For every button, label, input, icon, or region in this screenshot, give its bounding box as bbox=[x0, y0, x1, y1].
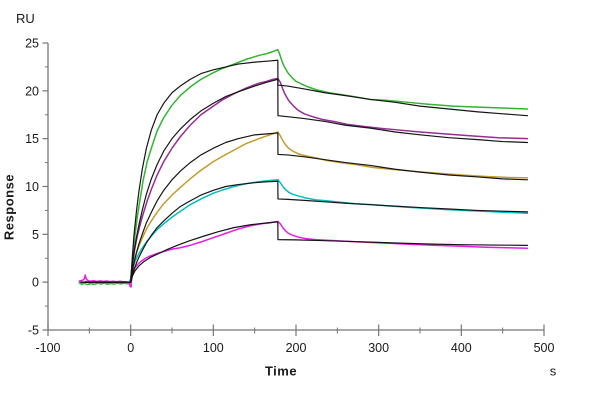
x-axis-title: Time bbox=[264, 363, 298, 379]
x-tick-label: 400 bbox=[451, 341, 472, 355]
y-tick-label: -5 bbox=[28, 324, 39, 338]
x-tick-label: 0 bbox=[127, 341, 134, 355]
x-tick-label: 100 bbox=[203, 341, 224, 355]
cyan-fit-curve bbox=[80, 180, 529, 283]
y-tick-label: 20 bbox=[25, 84, 39, 98]
y-axis-unit-label: RU bbox=[16, 11, 35, 26]
orange-data-curve bbox=[78, 131, 529, 285]
x-tick-label: 200 bbox=[286, 341, 307, 355]
y-tick-label: 10 bbox=[25, 180, 39, 194]
purple-fit-curve bbox=[80, 78, 529, 283]
x-tick-label: -100 bbox=[35, 341, 60, 355]
magenta-fit-curve bbox=[80, 221, 529, 283]
magenta-data-curve bbox=[78, 220, 529, 288]
y-tick-label: 0 bbox=[32, 276, 39, 290]
y-tick-label: 15 bbox=[25, 132, 39, 146]
y-axis-title: Response bbox=[1, 173, 17, 241]
y-tick-label: 5 bbox=[32, 228, 39, 242]
x-tick-label: 300 bbox=[368, 341, 389, 355]
y-tick-label: 25 bbox=[25, 37, 39, 51]
orange-fit-curve bbox=[80, 132, 529, 283]
green-data-curve bbox=[78, 48, 529, 286]
x-axis-unit-label: s bbox=[549, 363, 557, 379]
green-fit-curve bbox=[80, 59, 529, 283]
purple-data-curve bbox=[78, 77, 529, 284]
x-tick-label: 500 bbox=[534, 341, 555, 355]
